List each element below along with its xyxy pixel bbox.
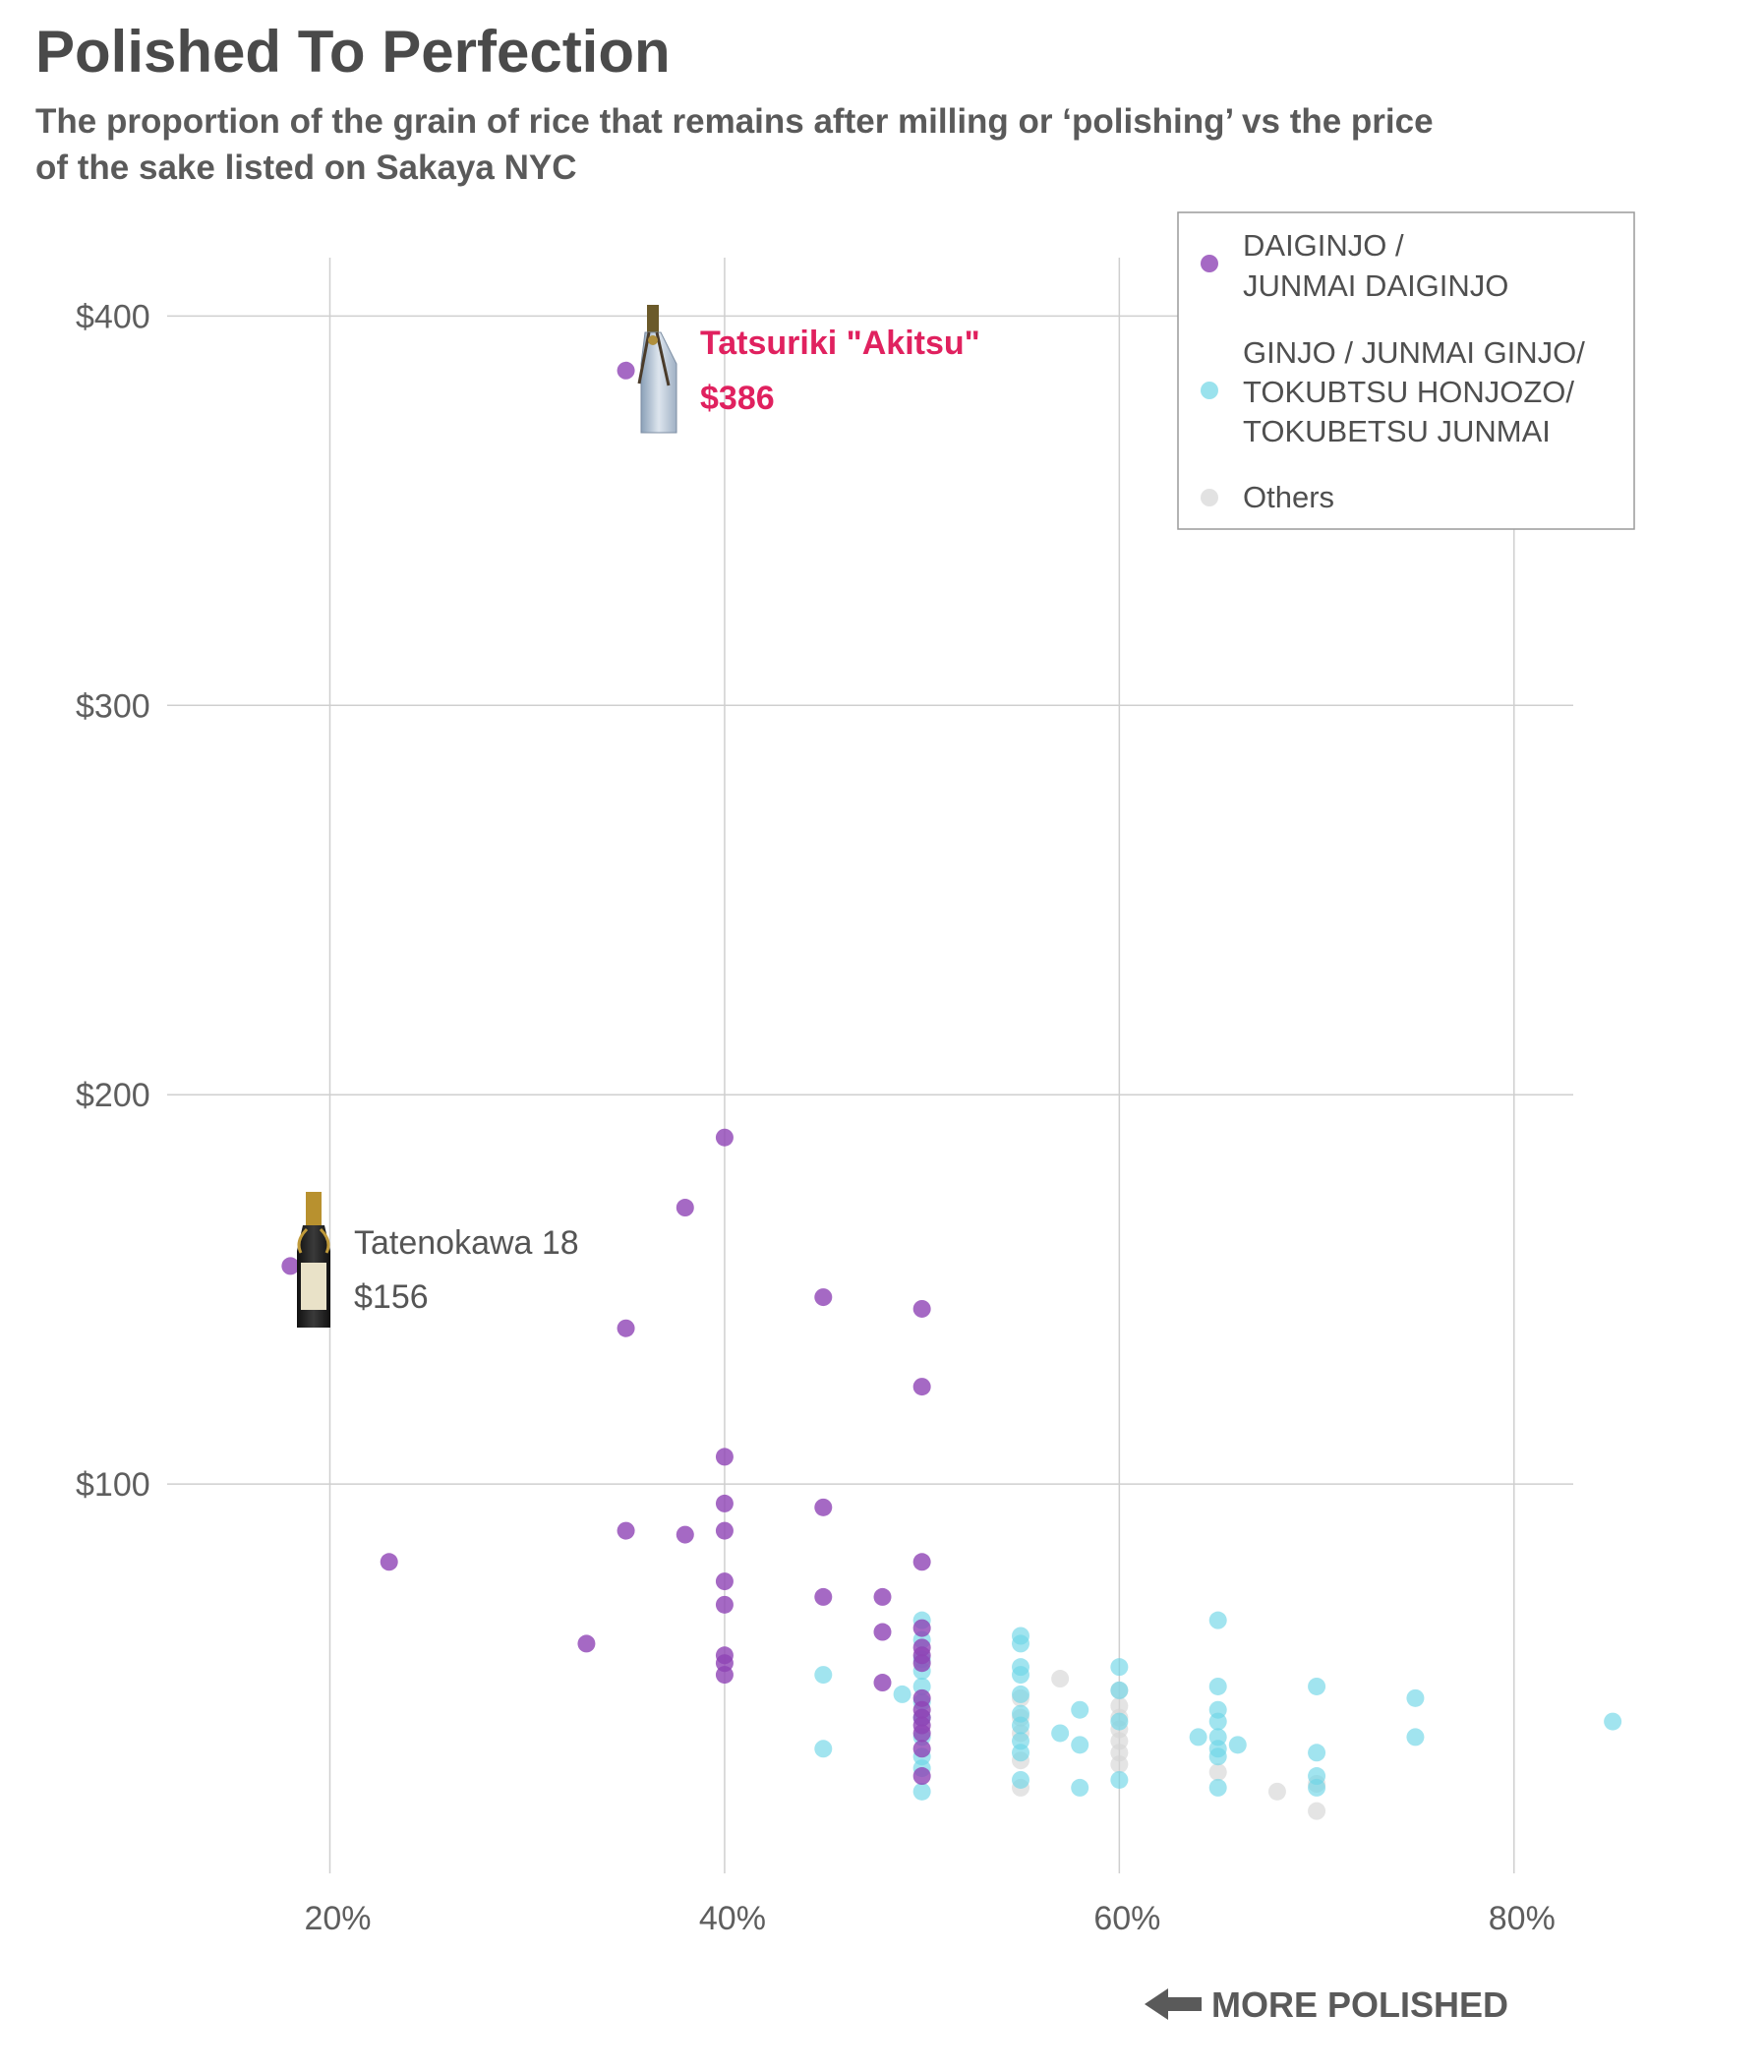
data-point (1110, 1712, 1129, 1731)
data-point (617, 361, 635, 380)
direction-note: MORE POLISHED (1211, 1984, 1508, 2025)
data-point (1071, 1736, 1089, 1754)
data-point (1208, 1747, 1227, 1766)
x-tick-label: 80% (1489, 1900, 1556, 1937)
data-point (1012, 1716, 1029, 1735)
data-point (715, 1666, 734, 1685)
data-point (814, 1498, 833, 1516)
legend: DAIGINJO / JUNMAI DAIGINJO GINJO / JUNMA… (1177, 211, 1635, 530)
data-point (1406, 1728, 1425, 1746)
data-point (814, 1740, 833, 1758)
data-point (912, 1767, 931, 1786)
data-point (1308, 1677, 1326, 1695)
data-point (676, 1199, 694, 1217)
data-point (1604, 1712, 1622, 1731)
data-point (715, 1572, 734, 1591)
data-point (281, 1257, 300, 1275)
legend-label-daiginjo-line1: DAIGINJO / (1243, 228, 1404, 263)
legend-label-daiginjo-line2: JUNMAI DAIGINJO (1243, 268, 1508, 303)
data-point (893, 1685, 911, 1703)
arrow-left-icon (1145, 1988, 1202, 2020)
data-point (912, 1654, 931, 1673)
x-tick-label: 60% (1093, 1900, 1160, 1937)
data-point (676, 1525, 694, 1544)
legend-label-others: Others (1243, 480, 1334, 514)
y-axis: $100 $200 $300 $400 (76, 298, 150, 1504)
bottle-wrapped-icon (637, 305, 677, 434)
annotation-value-tatenokawa: $156 (354, 1278, 429, 1316)
data-point (1071, 1700, 1089, 1719)
chart-title: Polished To Perfection (35, 19, 671, 85)
chart-subtitle: The proportion of the grain of rice that… (35, 102, 1434, 187)
x-tick-label: 40% (699, 1900, 766, 1937)
data-point (912, 1740, 931, 1758)
legend-label-ginjo-line3: TOKUBETSU JUNMAI (1243, 414, 1551, 448)
data-point (912, 1724, 931, 1743)
data-point (380, 1553, 398, 1571)
data-point (1308, 1744, 1326, 1762)
data-point (1308, 1802, 1326, 1820)
legend-label-ginjo-line2: TOKUBTSU HONJOZO/ (1243, 375, 1574, 409)
data-point (1208, 1778, 1227, 1797)
data-point (814, 1587, 833, 1606)
y-tick-label: $300 (76, 687, 150, 725)
data-point (912, 1299, 931, 1318)
data-point (1071, 1778, 1089, 1797)
data-point (1110, 1658, 1129, 1677)
data-point (873, 1674, 892, 1692)
data-point (715, 1448, 734, 1466)
data-point (1208, 1611, 1227, 1629)
data-point (912, 1378, 931, 1396)
data-point (912, 1619, 931, 1637)
data-point (1308, 1778, 1326, 1797)
data-point (715, 1595, 734, 1614)
data-point (912, 1553, 931, 1571)
data-point (1267, 1782, 1286, 1801)
data-point (577, 1634, 596, 1653)
x-tick-label: 20% (304, 1900, 371, 1937)
annotation-label-akitsu: Tatsuriki "Akitsu" (700, 325, 980, 362)
data-points (281, 361, 1622, 1820)
data-point (1012, 1685, 1029, 1703)
data-point (912, 1782, 931, 1801)
data-point (1012, 1634, 1029, 1653)
y-tick-label: $100 (76, 1466, 150, 1504)
data-point (1406, 1688, 1425, 1707)
data-point (1110, 1681, 1129, 1699)
bottle-dark-icon (297, 1192, 330, 1328)
data-point (1208, 1763, 1227, 1782)
data-point (1228, 1736, 1247, 1754)
annotation-label-tatenokawa: Tatenokawa 18 (354, 1224, 579, 1262)
legend-marker-daiginjo (1201, 255, 1218, 272)
data-point (814, 1666, 833, 1685)
y-tick-label: $200 (76, 1077, 150, 1114)
data-point (1051, 1670, 1070, 1688)
data-point (1208, 1677, 1227, 1695)
data-point (617, 1521, 635, 1540)
data-point (715, 1521, 734, 1540)
data-point (1189, 1728, 1207, 1746)
gridlines (167, 258, 1573, 1873)
data-point (715, 1494, 734, 1512)
data-point (873, 1587, 892, 1606)
y-tick-label: $400 (76, 298, 150, 335)
legend-marker-ginjo (1201, 382, 1218, 399)
data-point (1110, 1770, 1129, 1789)
legend-marker-others (1201, 489, 1218, 506)
x-axis: 20% 40% 60% 80% (304, 1900, 1555, 1937)
legend-box (1177, 211, 1635, 530)
data-point (1012, 1666, 1029, 1685)
data-point (617, 1319, 635, 1337)
data-point (1012, 1744, 1029, 1762)
data-point (873, 1623, 892, 1641)
data-point (1051, 1724, 1070, 1743)
data-point (1110, 1755, 1129, 1774)
legend-label-ginjo-line1: GINJO / JUNMAI GINJO/ (1243, 335, 1585, 370)
data-point (1012, 1770, 1029, 1789)
annotation-value-akitsu: $386 (700, 380, 775, 417)
data-point (715, 1128, 734, 1147)
data-point (814, 1288, 833, 1307)
data-point (1208, 1712, 1227, 1731)
